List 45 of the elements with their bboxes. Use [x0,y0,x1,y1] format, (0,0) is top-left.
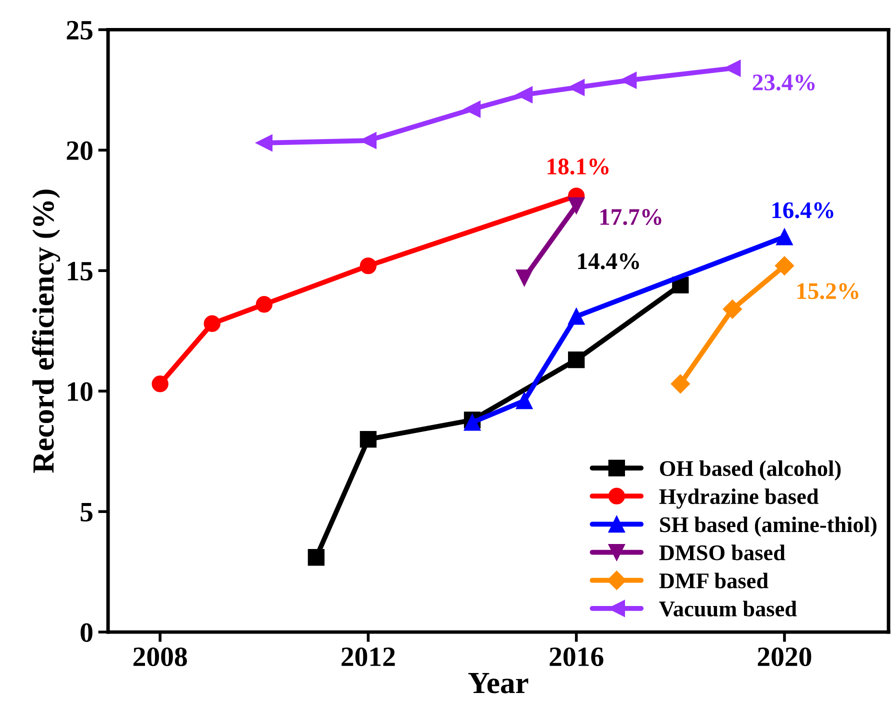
point [360,430,377,448]
point [204,315,220,332]
y-tick-label: 10 [68,382,92,402]
legend-label: OH based (alcohol) [660,460,841,481]
annotation: 15.2% [797,283,858,300]
y-tick-label: 0 [80,623,92,642]
point [568,351,585,368]
point [256,296,272,313]
annotation: 23.4% [752,74,815,91]
legend-label: Vacuum based [659,600,797,617]
point [776,228,793,246]
point [568,308,585,325]
x-tick-label: 2008 [133,647,187,666]
annotation: 18.1% [548,158,609,175]
point [360,257,377,274]
annotation: 17.7% [600,209,662,226]
point [516,392,533,410]
x-tick-label: 2012 [342,647,395,666]
point [774,256,794,276]
point [670,374,690,394]
point [152,376,168,392]
legend-label: DMSO based [659,544,786,560]
x-tick-label: 2020 [758,647,812,666]
annotation: 16.4% [772,202,834,218]
point [568,79,585,96]
legend-label: Hydrazine based [659,488,819,509]
point [256,134,272,152]
annotation: 14.4% [578,253,639,270]
point [724,60,741,77]
x-axis-title: Year [468,673,528,694]
y-tick-label: 15 [68,262,92,281]
y-tick-label: 20 [66,141,92,160]
point [516,270,533,286]
y-axis-title: Record efficiency (%) [32,190,60,473]
legend-label: SH based (amine-thiol) [660,516,876,537]
y-tick-label: 25 [66,20,92,40]
legend-label: DMF based [659,572,768,588]
point [516,86,533,104]
x-tick-label: 2016 [550,647,604,666]
point [620,72,637,89]
point [722,300,742,319]
point [464,100,481,118]
point [308,549,325,566]
y-tick-label: 5 [80,503,92,522]
point [568,197,585,214]
